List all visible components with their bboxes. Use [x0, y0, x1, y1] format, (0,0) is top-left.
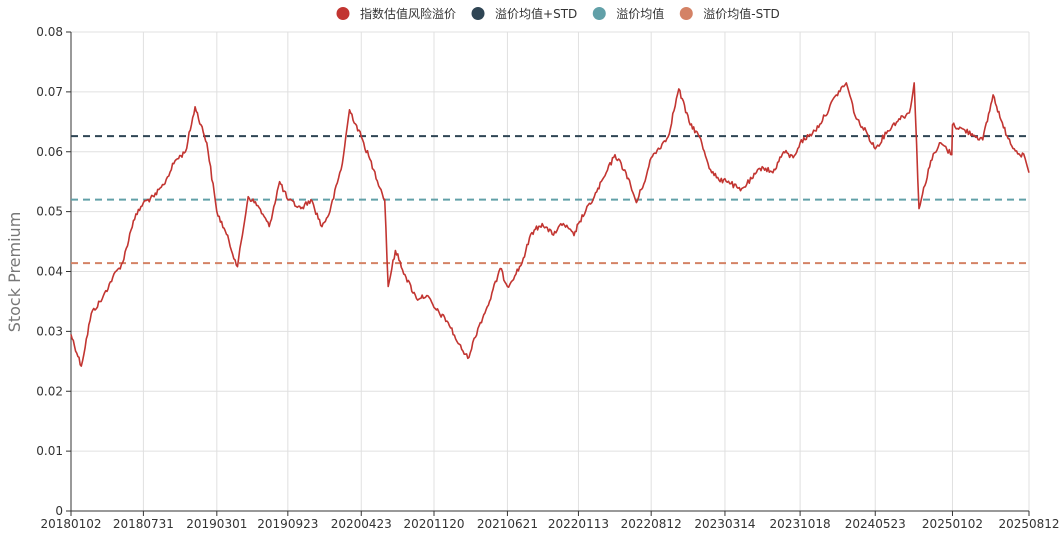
legend-label-0[interactable]: 指数估值风险溢价 [360, 6, 456, 21]
x-tick-label-9: 20230314 [694, 517, 755, 531]
main-series [70, 82, 1030, 367]
x-tick-label-8: 20220812 [621, 517, 682, 531]
y-tick-label-6: 0.06 [36, 145, 63, 159]
legend-label-2[interactable]: 溢价均值 [616, 6, 664, 21]
x-tick-label-5: 20201120 [403, 517, 464, 531]
y-tick-label-0: 0 [55, 504, 63, 518]
horizontal-gridlines [71, 31, 1029, 452]
x-tick-label-4: 20200423 [331, 517, 392, 531]
vertical-gridlines [142, 32, 1030, 511]
y-tick-label-3: 0.03 [36, 324, 63, 338]
legend-marker-0[interactable] [336, 7, 350, 20]
legend-marker-1[interactable] [471, 7, 485, 20]
x-tick-label-12: 20250102 [922, 517, 983, 531]
x-tick-label-13: 20250812 [998, 517, 1059, 531]
x-tick-label-7: 20220113 [548, 517, 609, 531]
legend: 指数估值风险溢价 溢价均值+STD 溢价均值 溢价均值-STD [336, 6, 780, 21]
y-tick-label-4: 0.04 [36, 265, 63, 279]
series-line-0 [70, 82, 1030, 367]
y-tick-label-7: 0.07 [36, 85, 63, 99]
legend-label-3[interactable]: 溢价均值-STD [703, 6, 780, 21]
x-axis-ticks: 20180102 20180731 20190301 20190923 20200423… [40, 511, 1060, 531]
y-tick-label-5: 0.05 [36, 205, 63, 219]
x-tick-label-3: 20190923 [257, 517, 318, 531]
legend-marker-2[interactable] [592, 7, 606, 20]
y-tick-label-8: 0.08 [36, 25, 63, 39]
y-tick-label-1: 0.01 [36, 444, 63, 458]
x-tick-label-11: 20240523 [845, 517, 906, 531]
x-tick-label-6: 20210621 [477, 517, 538, 531]
y-axis-ticks: 0 0.01 0.02 0.03 0.04 0.05 0.06 0.07 0.08 [36, 25, 71, 518]
y-axis-label: Stock Premium [5, 212, 24, 333]
x-tick-label-10: 20231018 [770, 517, 831, 531]
legend-marker-3[interactable] [679, 7, 693, 20]
legend-label-1[interactable]: 溢价均值+STD [495, 6, 577, 21]
y-tick-label-2: 0.02 [36, 384, 63, 398]
x-tick-label-2: 20190301 [186, 517, 247, 531]
x-tick-label-1: 20180731 [113, 517, 174, 531]
x-tick-label-0: 20180102 [40, 517, 101, 531]
